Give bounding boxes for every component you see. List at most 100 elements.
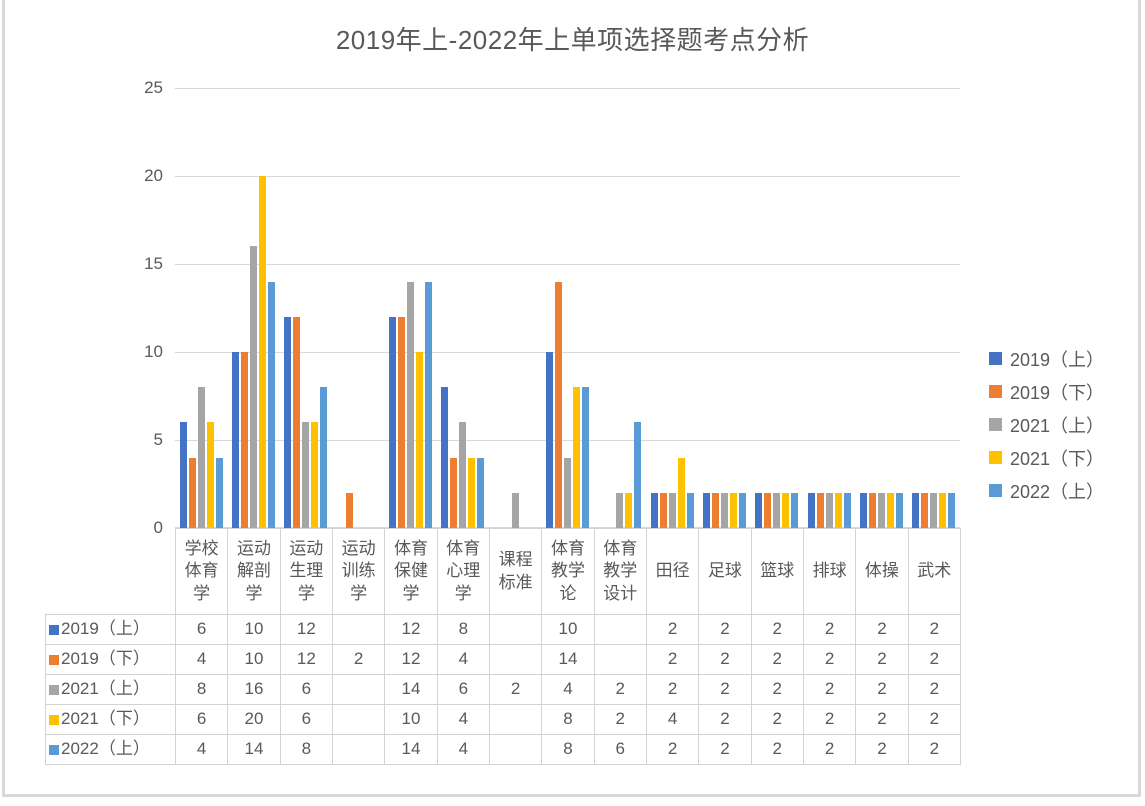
bar-2019（下）-体育保健学 — [398, 317, 405, 528]
cell-2021（上）-运动生理学: 6 — [279, 674, 333, 705]
bar-2019（下）-体育教学论 — [555, 282, 562, 528]
y-axis-tick-20: 20 — [144, 166, 163, 185]
bar-2021（下）-学校体育学 — [206, 422, 214, 528]
bar-2022（上）-体育心理学 — [477, 458, 485, 528]
bar-2019（上）-体操 — [860, 493, 867, 528]
bar-2021（下）-运动生理学 — [311, 422, 319, 528]
cell-2021（上）-课程标准: 2 — [488, 674, 543, 705]
bar-2022（上）-体操 — [896, 493, 903, 528]
category-header-体育教学设计: 体育教学设计 — [593, 528, 647, 615]
cell-2019（下）-运动生理学: 12 — [279, 644, 333, 675]
cell-2021（上）-体操: 2 — [855, 674, 909, 705]
legend-item-2021（上）: 2021（上） — [989, 408, 1104, 441]
cell-2019（下）-运动解剖学: 10 — [227, 644, 281, 675]
table-row-2021（下）: 2021（下） 6 20 6 10 4 8 2 4 2 2 2 2 2 — [45, 704, 962, 735]
category-header-学校体育学: 学校体育学 — [174, 528, 229, 615]
y-axis-tick-10: 10 — [144, 342, 163, 361]
cell-2019（下）-体育心理学: 4 — [436, 644, 490, 675]
legend-label: 2022（上） — [1010, 481, 1105, 502]
legend-label: 2019（上） — [1010, 349, 1105, 370]
category-header-体育心理学: 体育心理学 — [436, 528, 490, 615]
category-header-篮球: 篮球 — [750, 528, 804, 615]
legend-label: 2021（上） — [1010, 415, 1105, 436]
bar-2019（下）-体操 — [869, 493, 876, 528]
bar-2019（上）-田径 — [650, 493, 658, 528]
bar-2021（上）-足球 — [721, 493, 728, 528]
bar-2019（上）-学校体育学 — [179, 422, 187, 528]
bar-2019（下）-运动生理学 — [293, 317, 301, 528]
cell-2019（上）-体育保健学: 12 — [384, 614, 438, 645]
cell-2021（上）-武术: 2 — [907, 674, 962, 705]
bar-2019（下）-运动训练学 — [345, 493, 353, 528]
cell-2019（上）-排球: 2 — [802, 614, 857, 645]
cell-2022（上）-课程标准 — [488, 734, 543, 765]
bar-2019（下）-体育心理学 — [450, 458, 458, 528]
cell-2022（上）-运动生理学: 8 — [279, 734, 333, 765]
legend-label: 2021（下） — [1010, 448, 1105, 469]
bar-2021（上）-体育教学设计 — [616, 493, 624, 528]
gridline-15 — [175, 264, 960, 265]
cell-2019（上）-足球: 2 — [698, 614, 752, 645]
cell-2019（下）-运动训练学: 2 — [331, 644, 386, 675]
cell-2022（上）-体育教学论: 8 — [541, 734, 595, 765]
cell-2019（下）-体育教学论: 14 — [541, 644, 595, 675]
legend-color-swatch — [989, 352, 1002, 365]
series-color-swatch — [49, 745, 59, 756]
legend-color-swatch — [989, 484, 1002, 497]
cell-2019（下）-武术: 2 — [907, 644, 962, 675]
plot-area — [175, 88, 960, 528]
category-header-足球: 足球 — [698, 528, 752, 615]
bar-2021（上）-体育心理学 — [459, 422, 467, 528]
bar-2021（下）-体育教学论 — [573, 387, 580, 528]
bar-2022（上）-体育教学设计 — [634, 422, 642, 528]
cell-2022（上）-足球: 2 — [698, 734, 752, 765]
cell-2021（上）-篮球: 2 — [750, 674, 804, 705]
series-label-2021（上）: 2021（上） — [45, 674, 176, 705]
bar-2019（上）-运动生理学 — [284, 317, 292, 528]
cell-2021（下）-体育保健学: 10 — [384, 704, 438, 735]
cell-2021（下）-武术: 2 — [907, 704, 962, 735]
bar-2021（下）-体育心理学 — [468, 458, 476, 528]
y-axis-tick-0: 0 — [153, 518, 163, 537]
bar-2019（上）-体育保健学 — [389, 317, 396, 528]
table-row-2019（上）: 2019（上） 6 10 12 12 8 10 2 2 2 2 2 2 — [45, 614, 962, 645]
category-header-体育保健学: 体育保健学 — [384, 528, 438, 615]
gridline-25 — [175, 88, 960, 89]
series-label-2021（下）: 2021（下） — [45, 704, 176, 735]
bar-2022（上）-运动生理学 — [320, 387, 328, 528]
cell-2021（上）-体育心理学: 6 — [436, 674, 490, 705]
bar-2021（下）-排球 — [834, 493, 842, 528]
bar-2019（上）-排球 — [807, 493, 815, 528]
bar-2022（上）-运动解剖学 — [268, 282, 275, 528]
y-axis-tick-5: 5 — [153, 430, 163, 449]
series-label-2022（上）: 2022（上） — [45, 734, 176, 765]
cell-2019（上）-体育心理学: 8 — [436, 614, 490, 645]
chart-title: 2019年上-2022年上单项选择题考点分析 — [335, 25, 810, 55]
cell-2021（下）-运动训练学 — [331, 704, 386, 735]
cell-2021（下）-体育教学设计: 2 — [593, 704, 647, 735]
legend: 2019（上） 2019（下） 2021（上） 2021（下） 2022（上） — [989, 342, 1104, 507]
category-header-运动训练学: 运动训练学 — [331, 528, 386, 615]
category-header-排球: 排球 — [802, 528, 857, 615]
cell-2022（上）-体育保健学: 14 — [384, 734, 438, 765]
cell-2022（上）-武术: 2 — [907, 734, 962, 765]
cell-2019（下）-篮球: 2 — [750, 644, 804, 675]
table-row-2021（上）: 2021（上） 8 16 6 14 6 2 4 2 2 2 2 2 2 2 — [45, 674, 962, 705]
bar-2021（下）-体育保健学 — [416, 352, 423, 528]
cell-2021（下）-体育心理学: 4 — [436, 704, 490, 735]
cell-2019（下）-田径: 2 — [645, 644, 700, 675]
category-header-田径: 田径 — [645, 528, 700, 615]
bar-2022（上）-武术 — [948, 493, 956, 528]
cell-2022（上）-运动解剖学: 14 — [227, 734, 281, 765]
bar-2021（上）-运动解剖学 — [250, 246, 257, 528]
bar-2019（下）-排球 — [816, 493, 824, 528]
cell-2022（上）-体育教学设计: 6 — [593, 734, 647, 765]
category-header-运动生理学: 运动生理学 — [279, 528, 333, 615]
gridline-20 — [175, 176, 960, 177]
cell-2021（上）-体育教学论: 4 — [541, 674, 595, 705]
gridline-5 — [175, 440, 960, 441]
bar-2021（上）-篮球 — [773, 493, 781, 528]
bar-2022（上）-体育保健学 — [425, 282, 432, 528]
legend-item-2022（上）: 2022（上） — [989, 474, 1104, 507]
legend-color-swatch — [989, 385, 1002, 398]
